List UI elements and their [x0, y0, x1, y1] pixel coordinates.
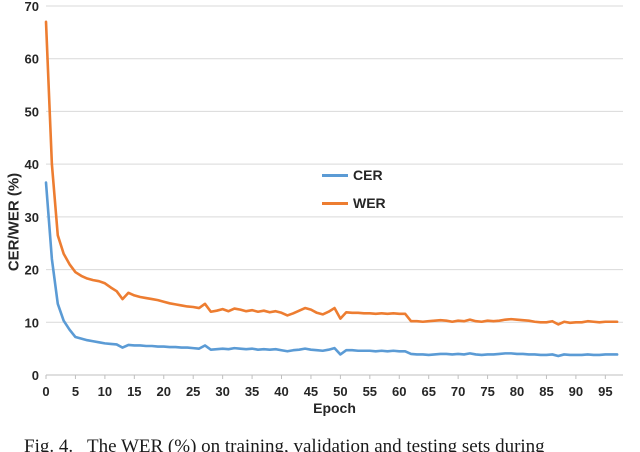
wer-line-swatch	[322, 201, 348, 205]
x-tick-label: 65	[421, 384, 435, 399]
x-tick-label: 0	[42, 384, 49, 399]
x-tick-label: 75	[480, 384, 494, 399]
legend-label-wer: WER	[353, 195, 386, 211]
x-tick-label: 70	[451, 384, 465, 399]
x-tick-label: 60	[392, 384, 406, 399]
y-tick-label: 0	[32, 368, 39, 383]
y-tick-label: 40	[25, 157, 39, 172]
y-tick-label: 30	[25, 210, 39, 225]
x-tick-label: 5	[72, 384, 79, 399]
x-tick-label: 10	[98, 384, 112, 399]
x-tick-label: 40	[274, 384, 288, 399]
x-tick-label: 85	[539, 384, 553, 399]
y-tick-label: 10	[25, 315, 39, 330]
y-tick-label: 70	[25, 0, 39, 14]
figure-caption: Fig. 4. The WER (%) on training, validat…	[24, 436, 545, 452]
y-tick-label: 20	[25, 263, 39, 278]
x-tick-label: 95	[598, 384, 612, 399]
x-tick-label: 80	[510, 384, 524, 399]
y-tick-label: 60	[25, 52, 39, 67]
legend-item-cer: CER	[322, 166, 386, 184]
series-cer-line	[44, 181, 619, 358]
line-chart: 0 5 10 15 20 25 30 35 40 45 50 55 60 65 70 75 80 85 90 95 0 1…	[25, 0, 623, 399]
legend-item-wer: WER	[322, 194, 386, 212]
x-tick-label: 20	[157, 384, 171, 399]
x-axis-title: Epoch	[313, 400, 356, 416]
legend: CER WER	[322, 166, 386, 222]
x-tick-label: 15	[127, 384, 141, 399]
legend-label-cer: CER	[353, 167, 383, 183]
y-tick-label: 50	[25, 104, 39, 119]
x-tick-label: 25	[186, 384, 200, 399]
x-tick-label: 30	[215, 384, 229, 399]
x-tick-label: 50	[333, 384, 347, 399]
x-tick-label: 55	[363, 384, 377, 399]
series-wer-line	[44, 20, 619, 326]
x-tick-label: 45	[304, 384, 318, 399]
x-tick-label: 35	[245, 384, 259, 399]
x-tick-label: 90	[569, 384, 583, 399]
y-axis-title: CER/WER (%)	[5, 172, 23, 272]
cer-line-swatch	[322, 173, 348, 177]
